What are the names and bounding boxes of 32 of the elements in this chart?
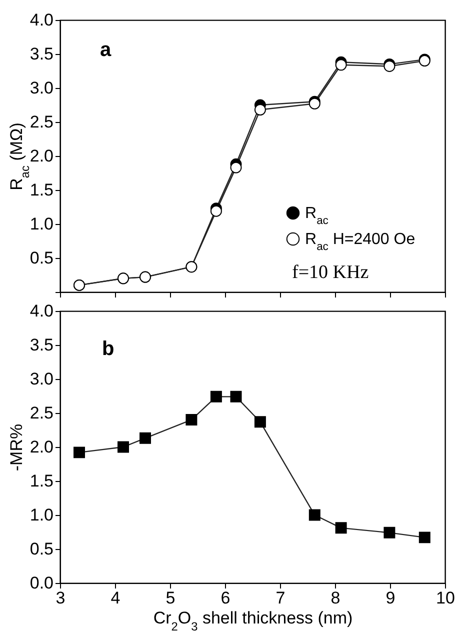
x-tick-label: 9 xyxy=(386,588,396,608)
y-tick-label: 0.0 xyxy=(30,574,54,592)
y-axis-title: -MR% xyxy=(6,424,26,472)
y-tick-label: 3.5 xyxy=(30,44,54,64)
annotation: a xyxy=(100,39,112,61)
y-tick-label: 2.5 xyxy=(30,404,54,422)
x-tick-label: 8 xyxy=(330,588,340,608)
x-tick-label: 4 xyxy=(110,588,120,608)
y-tick-label: 2.0 xyxy=(30,146,54,166)
annotation: b xyxy=(102,338,114,360)
y-tick-label: 3.0 xyxy=(30,370,54,388)
y-tick-label: 4.0 xyxy=(30,302,54,320)
y-tick-label: 0.5 xyxy=(30,540,54,558)
x-tick-label: 6 xyxy=(220,588,230,608)
y-tick-label: 3.5 xyxy=(30,336,54,354)
y-tick-label: 1.5 xyxy=(30,472,54,490)
x-tick-label: 3 xyxy=(56,588,66,608)
y-tick-label: 1.5 xyxy=(30,180,54,200)
y-tick-label: 3.0 xyxy=(30,78,54,98)
annotation: f=10 KHz xyxy=(292,262,369,283)
x-axis-title: Cr$_{2}$O$_{3}$ shell thickness (nm) xyxy=(153,608,353,634)
legend-label: R$_{ac}$ xyxy=(305,205,329,227)
x-tick-label: 10 xyxy=(436,588,455,608)
y-tick-label: 0.5 xyxy=(30,248,54,268)
y-tick-label: 1.0 xyxy=(30,214,54,234)
x-tick-label: 7 xyxy=(276,588,286,608)
y-tick-label: 4.0 xyxy=(30,10,54,30)
x-tick-label: 5 xyxy=(166,588,176,608)
y-tick-label: 2.0 xyxy=(30,438,54,456)
y-tick-label: 1.0 xyxy=(30,506,54,524)
y-tick-label: 2.5 xyxy=(30,112,54,132)
legend-label: R$_{ac}$ H=2400 Oe xyxy=(305,231,416,253)
